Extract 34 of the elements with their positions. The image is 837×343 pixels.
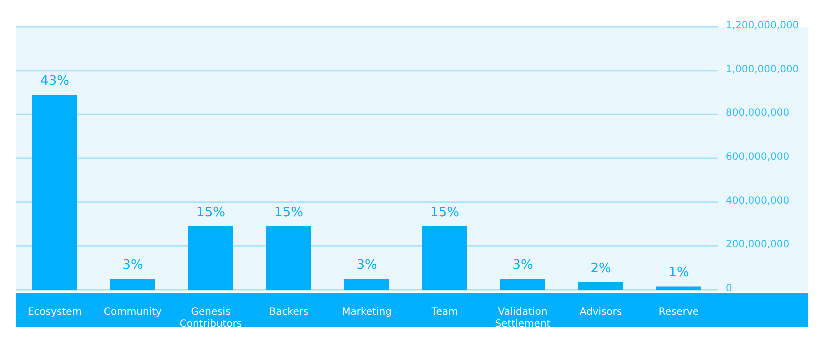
x-tick-label: Validation Settlement — [495, 307, 551, 330]
y-tick-label: 400,000,000 — [726, 196, 790, 207]
annotation: 43% — [40, 74, 70, 89]
x-tick-label: Advisors — [580, 307, 622, 318]
x-tick-label: Ecosystem — [28, 307, 82, 318]
y-tick-label: 1,000,000,000 — [726, 64, 800, 76]
x-tick-label: Marketing — [342, 307, 392, 318]
annotation: 15% — [274, 205, 304, 220]
x-tick-label: Community — [104, 307, 162, 318]
annotation: 3% — [122, 258, 144, 274]
bar — [344, 279, 390, 290]
bar — [422, 226, 468, 290]
annotation: 3% — [512, 258, 534, 274]
bar — [32, 94, 78, 290]
annotation: 1% — [668, 266, 690, 281]
x-tick-label: Genesis Contributors — [180, 307, 242, 330]
x-tick-label: Backers — [269, 307, 309, 318]
y-tick-label: 0 — [726, 284, 732, 295]
y-tick-label: 800,000,000 — [726, 108, 790, 120]
bar — [266, 226, 312, 290]
y-tick-label: 200,000,000 — [726, 240, 790, 251]
annotation: 15% — [196, 205, 226, 220]
bar — [110, 279, 156, 290]
x-tick-label: Team — [430, 307, 458, 318]
bar — [500, 279, 546, 290]
annotation: 2% — [590, 261, 612, 276]
annotation: 15% — [430, 205, 460, 220]
bar — [188, 226, 234, 290]
y-tick-label: 600,000,000 — [726, 152, 790, 164]
x-tick-label: Reserve — [658, 307, 700, 318]
bar — [578, 282, 624, 290]
bar — [656, 286, 702, 290]
y-tick-label: 1,200,000,000 — [726, 20, 800, 32]
annotation: 3% — [356, 258, 378, 274]
